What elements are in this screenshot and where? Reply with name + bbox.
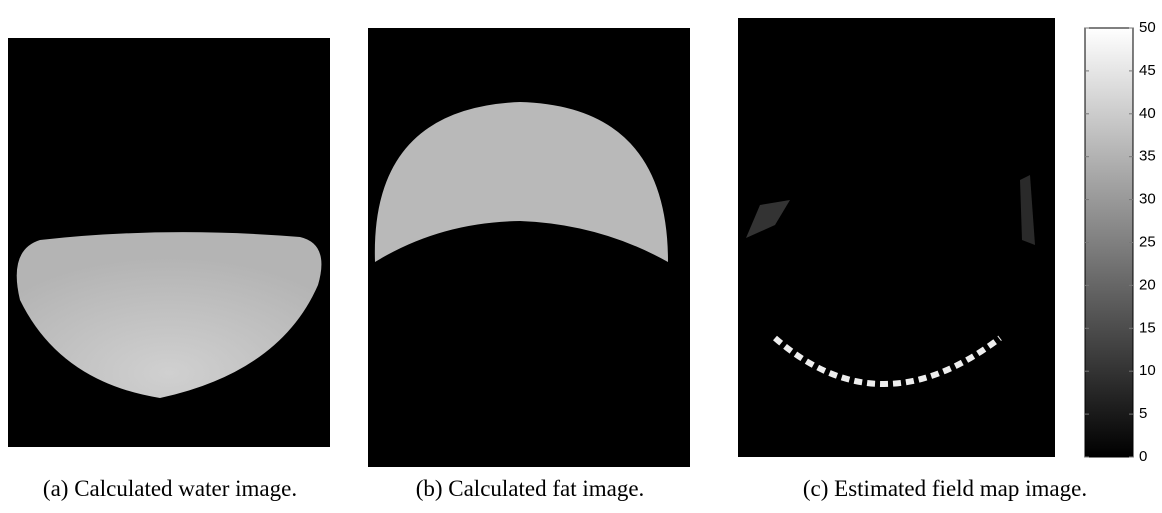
caption: (c) Estimated field map image.	[803, 476, 1087, 501]
colorbar-tick-label: 10	[1139, 362, 1156, 379]
colorbar-tick-label: 25	[1139, 233, 1156, 250]
colorbar-tick-label: 30	[1139, 191, 1156, 208]
colorbar-tick-label: 40	[1139, 105, 1156, 122]
colorbar-tick-label: 20	[1139, 276, 1156, 293]
colorbar-tick-label: 50	[1139, 19, 1156, 36]
colorbar-tick-label: 5	[1139, 405, 1147, 422]
figure: (a) Calculated water image. (b) Calculat…	[0, 0, 1162, 513]
colorbar-tick-label: 35	[1139, 148, 1156, 165]
colorbar	[1085, 28, 1133, 457]
caption: (b) Calculated fat image.	[416, 476, 645, 501]
colorbar-tick-label: 45	[1139, 62, 1156, 79]
fieldmap-image	[738, 18, 1055, 457]
colorbar-tick-label: 0	[1139, 448, 1147, 465]
caption: (a) Calculated water image.	[43, 476, 297, 501]
colorbar-tick-label: 15	[1139, 319, 1156, 336]
